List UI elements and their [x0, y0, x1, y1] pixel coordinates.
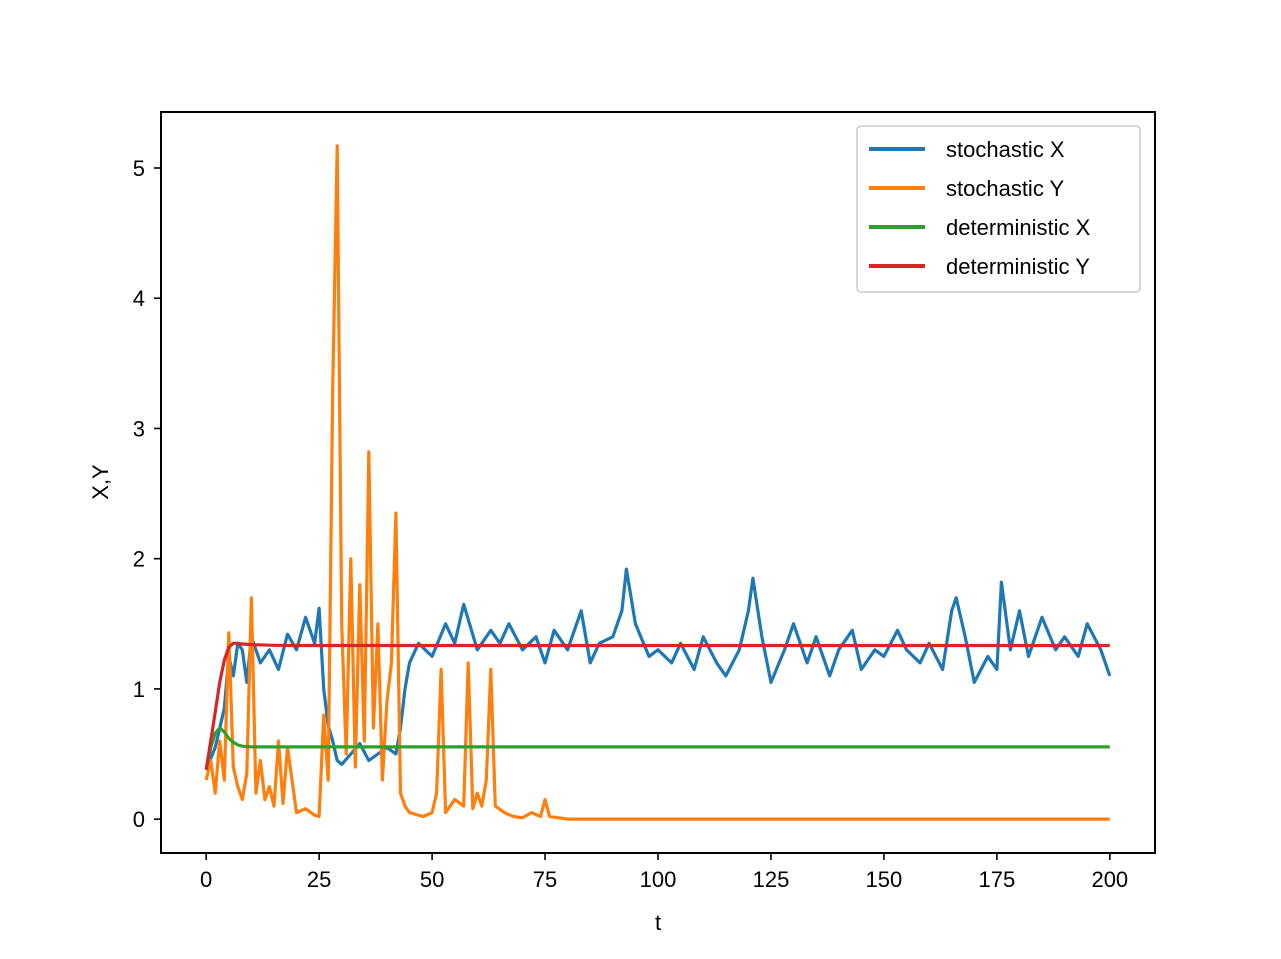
- legend-label-deterministic-x: deterministic X: [946, 215, 1091, 240]
- legend-box: [856, 125, 1141, 293]
- series-line-deterministic-y: [204, 641, 1110, 770]
- series-layer: [204, 144, 1112, 821]
- x-axis-label: t: [655, 910, 661, 935]
- y-axis: 0 1 2 3 4 5: [133, 156, 161, 832]
- x-tick-label: 25: [307, 867, 331, 892]
- y-tick-label: 0: [133, 807, 145, 832]
- series-line-deterministic-x: [204, 726, 1110, 771]
- series-line-stochastic-y: [204, 144, 1110, 821]
- x-tick-label: 0: [200, 867, 212, 892]
- y-tick-label: 1: [133, 677, 145, 702]
- x-tick-label: 100: [640, 867, 677, 892]
- x-tick-label: 200: [1091, 867, 1128, 892]
- y-axis-label: X,Y: [88, 464, 113, 500]
- x-tick-label: 150: [866, 867, 903, 892]
- legend: stochastic X stochastic Y deterministic …: [856, 125, 1141, 293]
- x-tick-label: 50: [420, 867, 444, 892]
- x-axis: 0 25 50 75 100 125 150 175 200: [200, 853, 1128, 892]
- y-tick-label: 5: [133, 156, 145, 181]
- y-tick-label: 4: [133, 286, 145, 311]
- legend-label-stochastic-x: stochastic X: [946, 137, 1065, 162]
- series-line-stochastic-x: [204, 567, 1112, 771]
- x-tick-label: 175: [979, 867, 1016, 892]
- y-tick-label: 3: [133, 416, 145, 441]
- x-tick-label: 125: [753, 867, 790, 892]
- y-tick-label: 2: [133, 547, 145, 572]
- x-tick-label: 75: [533, 867, 557, 892]
- legend-label-deterministic-y: deterministic Y: [946, 254, 1090, 279]
- legend-label-stochastic-y: stochastic Y: [946, 176, 1065, 201]
